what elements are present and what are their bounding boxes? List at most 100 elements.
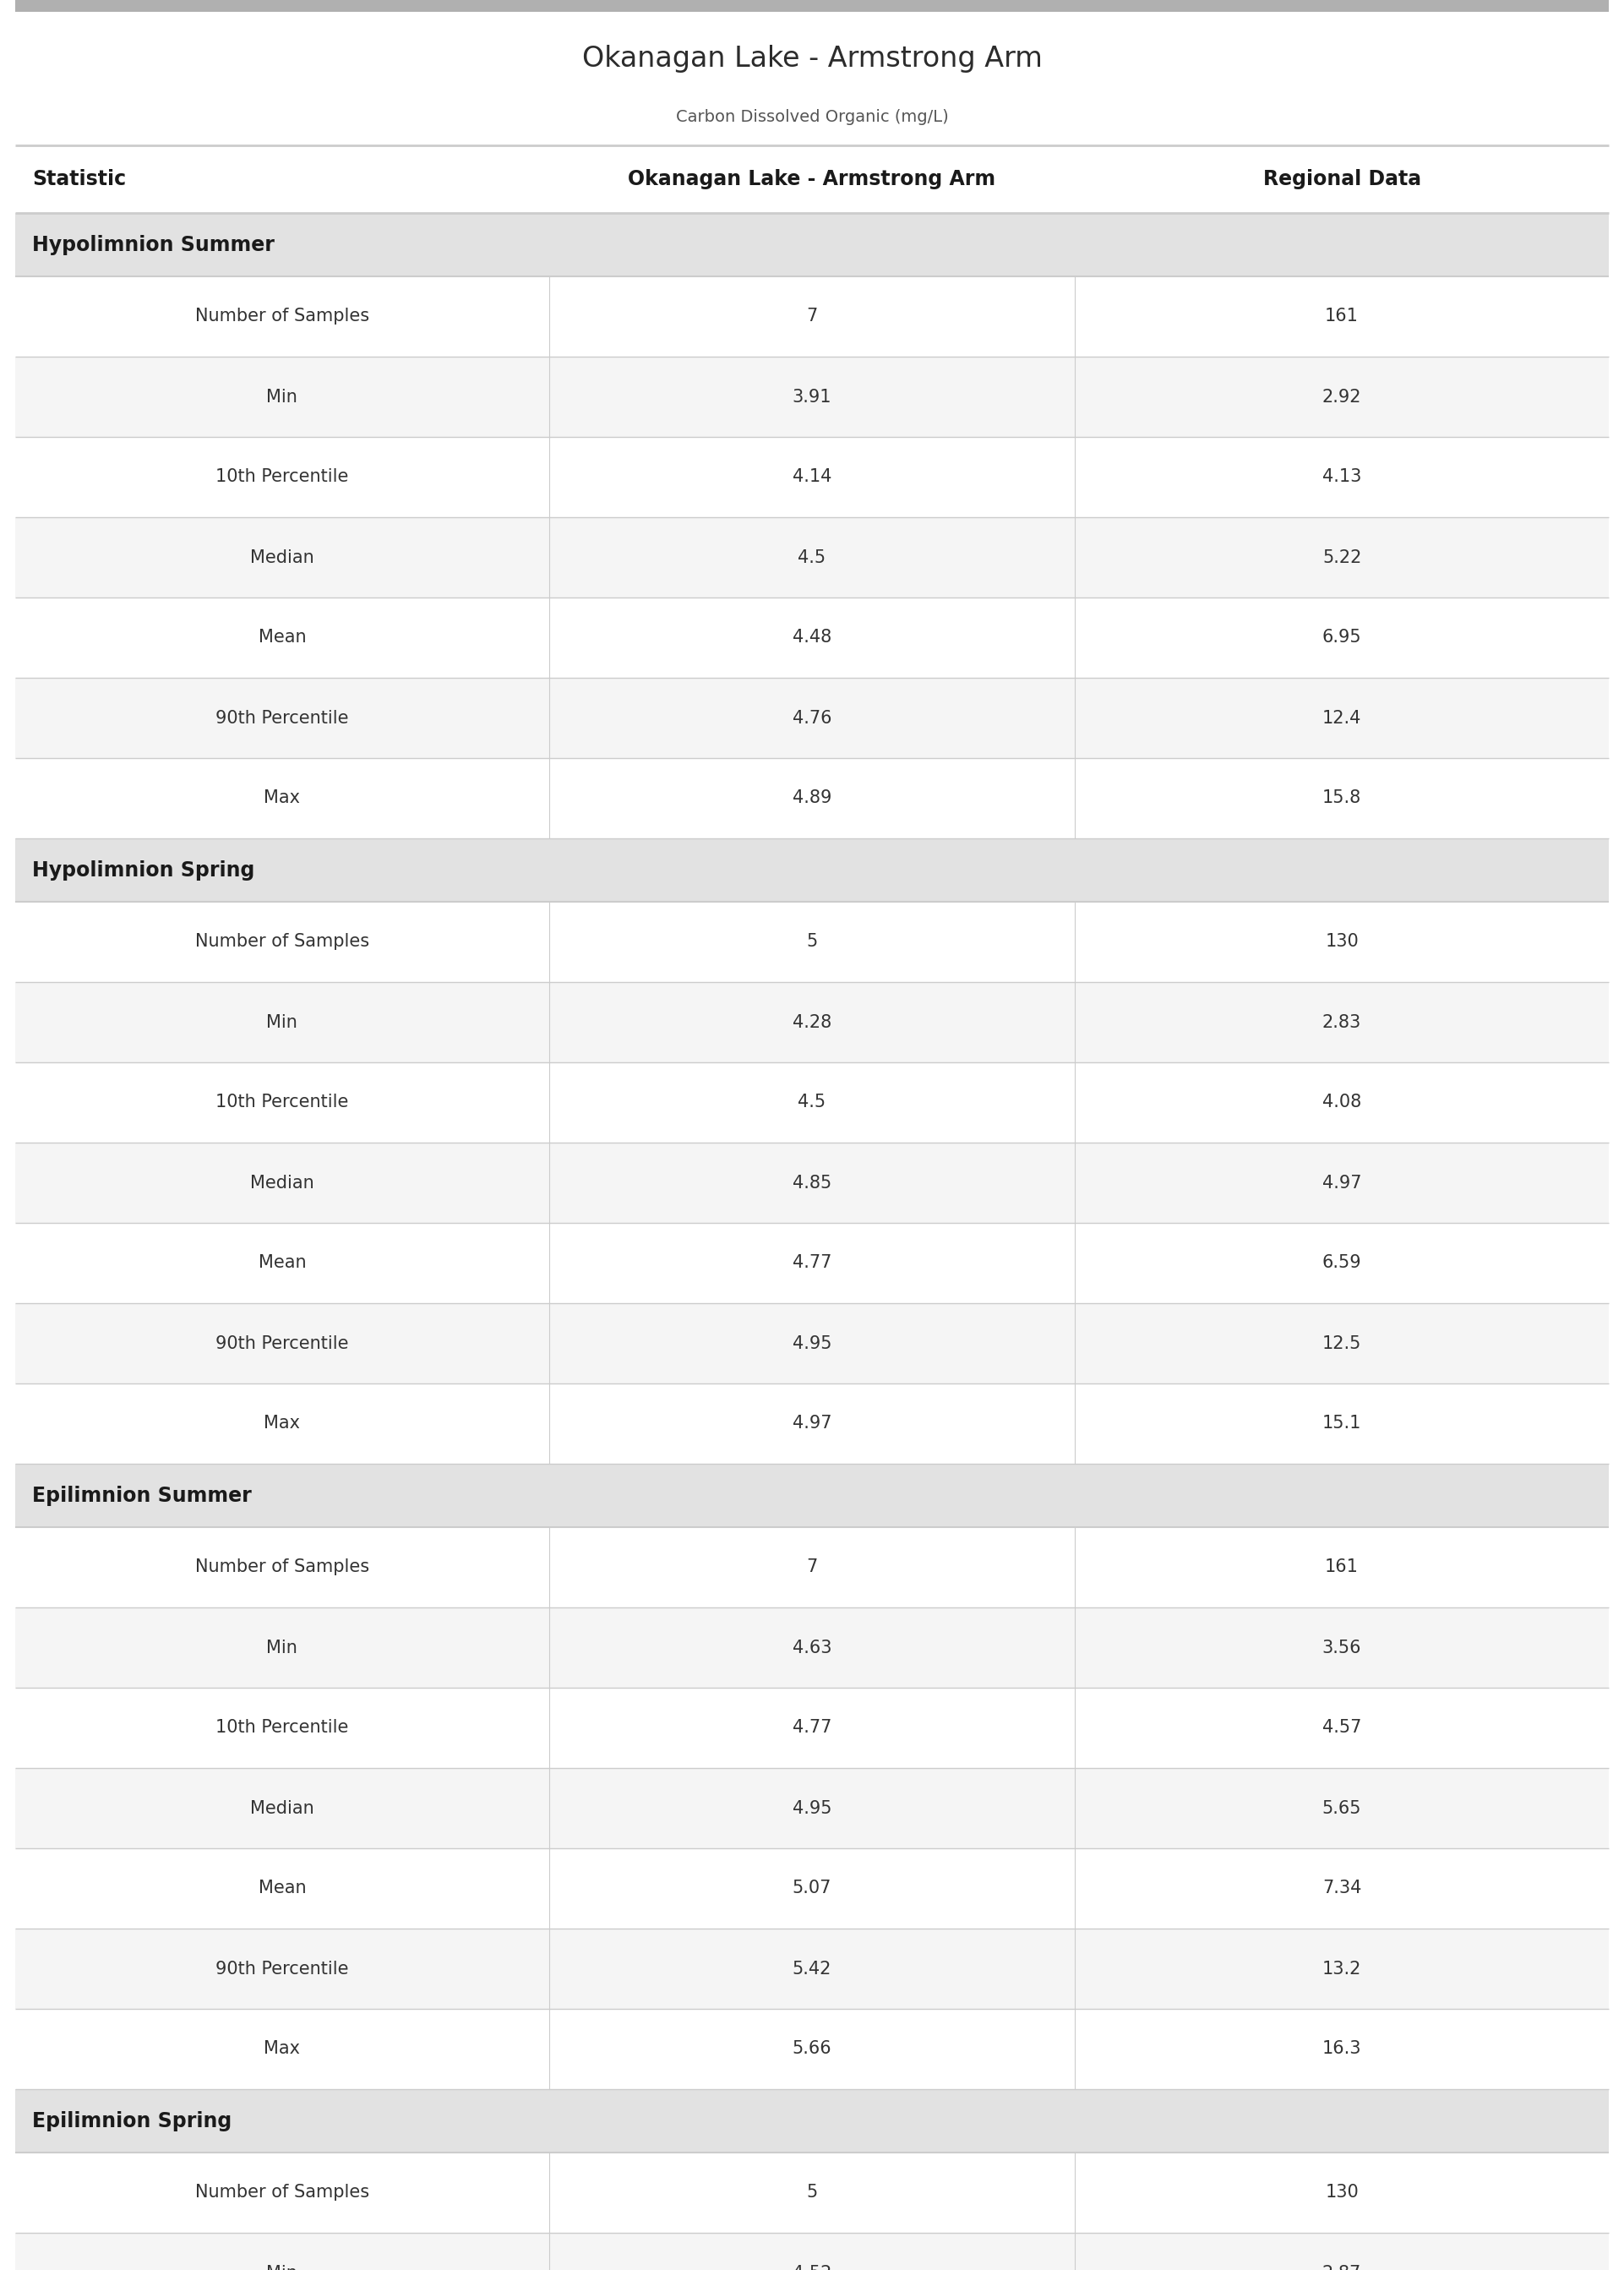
Bar [15, 356, 1609, 436]
Text: 4.52: 4.52 [793, 2265, 831, 2270]
Text: Okanagan Lake - Armstrong Arm: Okanagan Lake - Armstrong Arm [581, 45, 1043, 73]
Text: 7.34: 7.34 [1322, 1880, 1361, 1898]
Bar [15, 213, 1609, 277]
Text: Median: Median [250, 549, 313, 565]
Text: Regional Data: Regional Data [1263, 168, 1421, 188]
Text: Statistic: Statistic [32, 168, 127, 188]
Text: Max: Max [265, 790, 300, 806]
Bar [15, 436, 1609, 518]
Text: 10th Percentile: 10th Percentile [216, 468, 349, 486]
Bar [15, 518, 1609, 597]
Bar [549, 1303, 1075, 1382]
Text: 4.76: 4.76 [793, 711, 831, 726]
Text: 13.2: 13.2 [1322, 1961, 1361, 1977]
Text: 5.22: 5.22 [1322, 549, 1361, 565]
Bar [15, 1528, 1609, 1607]
Text: Number of Samples: Number of Samples [195, 2184, 369, 2202]
Text: 16.3: 16.3 [1322, 2041, 1361, 2057]
Text: Hypolimnion Summer: Hypolimnion Summer [32, 234, 274, 254]
Text: Min: Min [266, 1015, 297, 1031]
Text: 3.91: 3.91 [793, 388, 831, 406]
Text: 4.48: 4.48 [793, 629, 831, 647]
Bar [549, 1607, 1075, 1687]
Text: 4.5: 4.5 [797, 549, 827, 565]
Text: 12.4: 12.4 [1322, 711, 1361, 726]
Bar [549, 518, 1075, 597]
Text: 5.07: 5.07 [793, 1880, 831, 1898]
Text: 6.59: 6.59 [1322, 1255, 1361, 1271]
Text: Mean: Mean [258, 629, 305, 647]
Text: 90th Percentile: 90th Percentile [216, 1961, 349, 1977]
Text: 4.97: 4.97 [1322, 1174, 1361, 1192]
Text: 90th Percentile: 90th Percentile [216, 711, 349, 726]
Bar [15, 2152, 1609, 2234]
Text: 2.92: 2.92 [1322, 388, 1361, 406]
Text: 4.5: 4.5 [797, 1094, 827, 1110]
Text: 4.28: 4.28 [793, 1015, 831, 1031]
Bar [1075, 983, 1609, 1062]
Bar [1075, 679, 1609, 758]
Text: 90th Percentile: 90th Percentile [216, 1335, 349, 1351]
Text: 15.1: 15.1 [1322, 1414, 1361, 1432]
Bar [15, 1303, 1609, 1382]
Bar [1075, 1142, 1609, 1224]
Bar [15, 1382, 1609, 1464]
Text: Median: Median [250, 1800, 313, 1816]
Text: 161: 161 [1325, 309, 1359, 325]
Bar [15, 2009, 1609, 2088]
Text: 7: 7 [807, 309, 817, 325]
Text: 4.13: 4.13 [1322, 468, 1361, 486]
Bar [1075, 2234, 1609, 2270]
Text: Epilimnion Summer: Epilimnion Summer [32, 1485, 252, 1505]
Bar [15, 2088, 1609, 2152]
Text: Min: Min [266, 2265, 297, 2270]
Text: 161: 161 [1325, 1559, 1359, 1575]
Text: 7: 7 [807, 1559, 817, 1575]
Bar [1075, 1303, 1609, 1382]
Bar [15, 1848, 1609, 1930]
Text: 5.66: 5.66 [793, 2041, 831, 2057]
Bar [15, 1142, 1609, 1224]
Bar [15, 901, 1609, 983]
Text: Hypolimnion Spring: Hypolimnion Spring [32, 860, 255, 881]
Bar [15, 277, 1609, 356]
Text: 15.8: 15.8 [1322, 790, 1361, 806]
Text: 4.77: 4.77 [793, 1718, 831, 1737]
Bar [549, 356, 1075, 436]
Bar [15, 1768, 1609, 1848]
Text: 4.08: 4.08 [1322, 1094, 1361, 1110]
Text: Median: Median [250, 1174, 313, 1192]
Text: 10th Percentile: 10th Percentile [216, 1718, 349, 1737]
Text: Mean: Mean [258, 1880, 305, 1898]
Text: Epilimnion Spring: Epilimnion Spring [32, 2111, 232, 2132]
Text: Number of Samples: Number of Samples [195, 309, 369, 325]
Bar [15, 1464, 1609, 1528]
Text: Number of Samples: Number of Samples [195, 1559, 369, 1575]
Text: 12.5: 12.5 [1322, 1335, 1361, 1351]
Bar [15, 2234, 1609, 2270]
Bar [15, 11, 1609, 145]
Bar [15, 0, 1609, 11]
Text: 4.77: 4.77 [793, 1255, 831, 1271]
Text: 4.57: 4.57 [1322, 1718, 1361, 1737]
Text: 4.95: 4.95 [793, 1800, 831, 1816]
Text: 5: 5 [807, 933, 817, 951]
Text: 4.97: 4.97 [793, 1414, 831, 1432]
Text: 5: 5 [807, 2184, 817, 2202]
Bar [15, 1224, 1609, 1303]
Text: 10th Percentile: 10th Percentile [216, 1094, 349, 1110]
Bar [15, 597, 1609, 679]
Text: 4.14: 4.14 [793, 468, 831, 486]
Bar [1075, 1768, 1609, 1848]
Text: Okanagan Lake - Armstrong Arm: Okanagan Lake - Armstrong Arm [628, 168, 996, 188]
Bar [549, 2234, 1075, 2270]
Text: Max: Max [265, 2041, 300, 2057]
Text: 130: 130 [1325, 933, 1359, 951]
Text: 4.89: 4.89 [793, 790, 831, 806]
Text: Max: Max [265, 1414, 300, 1432]
Bar [15, 758, 1609, 838]
Text: 3.56: 3.56 [1322, 1639, 1361, 1657]
Bar [15, 1062, 1609, 1142]
Bar [1075, 1930, 1609, 2009]
Text: 2.83: 2.83 [1322, 1015, 1361, 1031]
